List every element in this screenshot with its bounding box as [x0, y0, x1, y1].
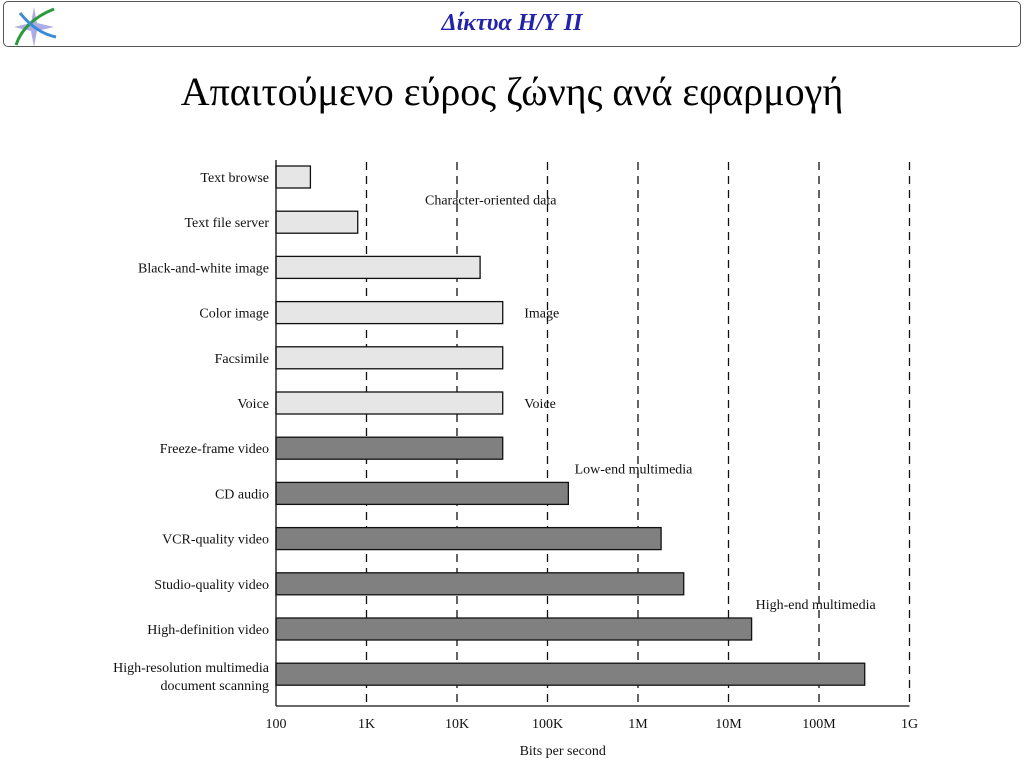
- category-label: Black-and-white image: [138, 261, 269, 276]
- bar: [275, 572, 685, 596]
- category-label: CD audio: [215, 487, 269, 502]
- category-label: Facsimile: [215, 352, 269, 367]
- x-tick-label: 100M: [802, 717, 836, 732]
- bar: [275, 481, 570, 506]
- group-annotation: Voice: [524, 397, 556, 412]
- x-tick-label: 10K: [445, 717, 469, 732]
- category-label: High-resolution multimedia: [113, 661, 270, 676]
- bar: [275, 255, 481, 280]
- bar: [275, 436, 504, 460]
- bar: [275, 300, 504, 325]
- star-swirl-logo-icon: [14, 7, 57, 47]
- bar: [275, 210, 359, 234]
- category-label: Voice: [237, 397, 269, 412]
- bar: [275, 617, 753, 641]
- category-label: Text file server: [184, 216, 269, 231]
- bar: [275, 165, 312, 189]
- bar: [275, 391, 504, 415]
- group-annotation: High-end multimedia: [756, 598, 877, 613]
- bandwidth-bar-chart: Text browse Text file server Black-and-whi…: [113, 160, 918, 759]
- x-tick-label: 1K: [358, 717, 375, 732]
- category-label: Text browse: [200, 171, 269, 186]
- x-tick-label: 100K: [532, 717, 563, 732]
- category-label: Freeze-frame video: [160, 442, 269, 457]
- slide-title: Απαιτούμενο εύρος ζώνης ανά εφαρμογή: [180, 69, 844, 114]
- bar: [275, 346, 504, 370]
- bar: [275, 662, 866, 686]
- category-label: document scanning: [161, 679, 269, 694]
- category-label: VCR-quality video: [162, 533, 269, 548]
- group-annotation: Low-end multimedia: [575, 463, 694, 478]
- header-bar: Δίκτυα Η/Υ ΙΙ: [3, 1, 1021, 47]
- header-title: Δίκτυα Η/Υ ΙΙ: [441, 10, 583, 36]
- x-axis-label: Bits per second: [520, 744, 606, 759]
- group-annotation: Character-oriented data: [425, 194, 557, 209]
- category-label: Studio-quality video: [154, 578, 269, 593]
- x-tick-label: 100: [266, 717, 287, 732]
- x-tick-label: 1M: [628, 717, 648, 732]
- category-label: High-definition video: [147, 623, 269, 638]
- bar: [275, 526, 662, 551]
- group-annotation: Image: [524, 307, 559, 322]
- x-tick-label: 10M: [715, 717, 742, 732]
- x-tick-label: 1G: [901, 717, 918, 732]
- category-label: Color image: [199, 307, 269, 322]
